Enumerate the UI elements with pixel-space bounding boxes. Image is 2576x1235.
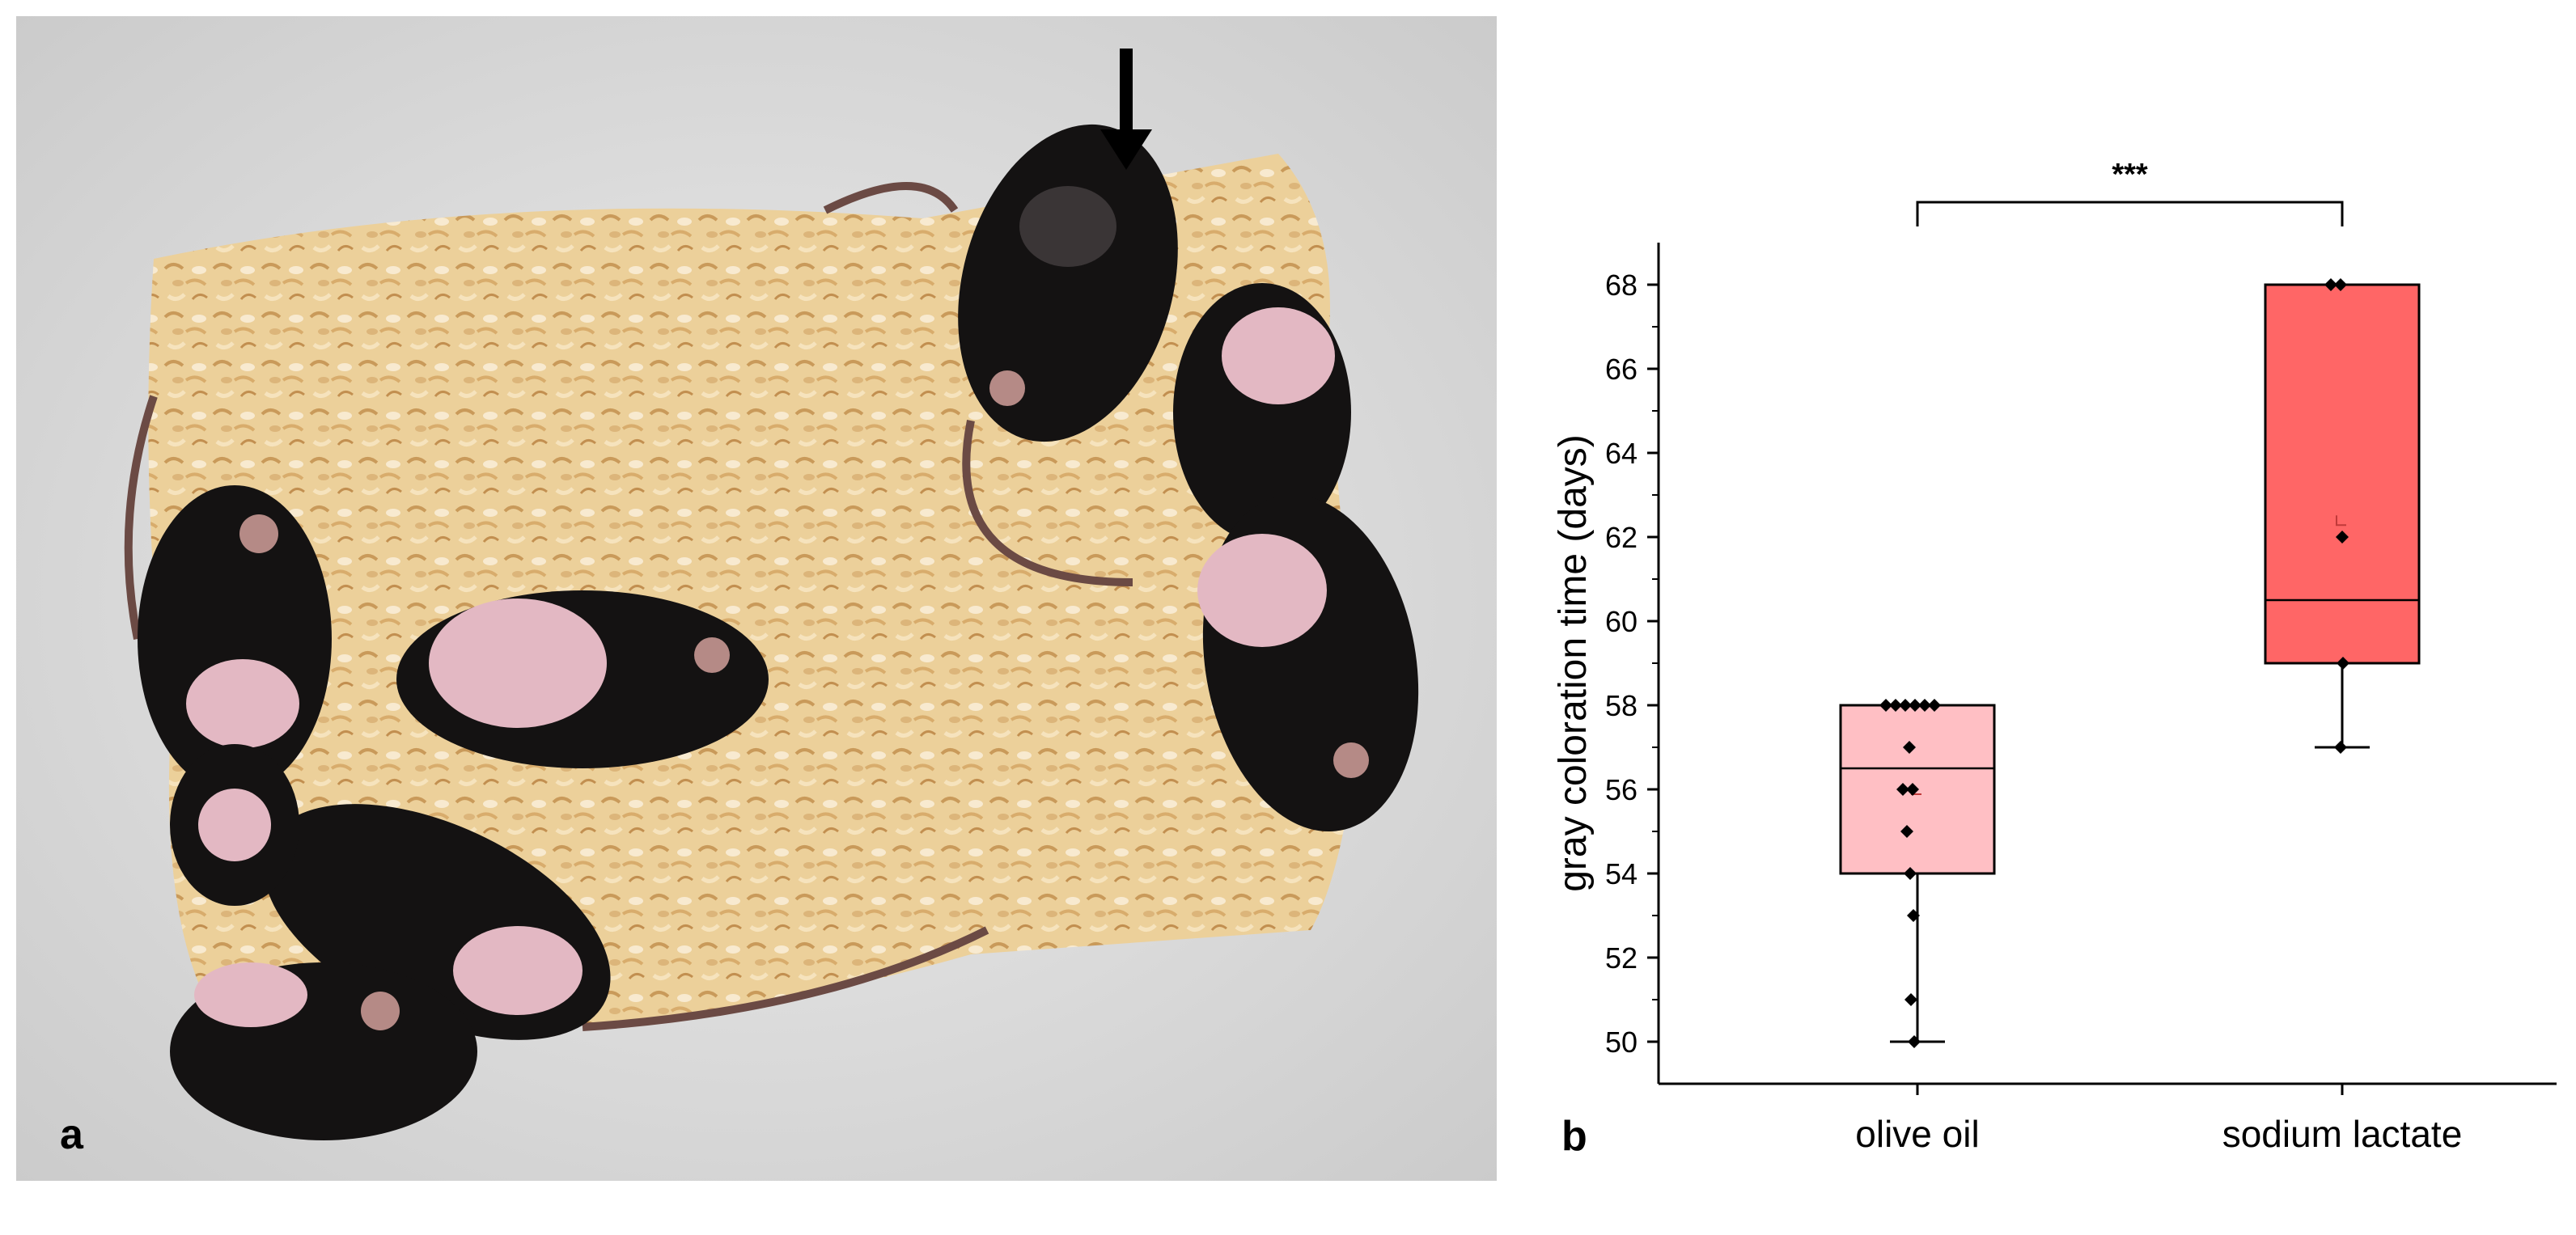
y-tick-label: 58 [1605,689,1638,722]
significance-bracket [1916,201,2344,226]
mouse [962,420,1419,832]
data-point [1918,699,1931,712]
y-tick-label: 54 [1605,857,1638,890]
data-point [1909,699,1921,712]
mouse [1173,283,1351,542]
chart-points [1879,278,2349,1048]
box-1 [2264,283,2421,665]
y-tick-label: 66 [1605,353,1638,386]
chart-boxes [1839,283,2421,1043]
data-point [2334,741,2347,754]
y-tick-label: 50 [1605,1026,1638,1059]
y-tick-label: 60 [1605,605,1638,638]
y-tick-label: 62 [1605,521,1638,554]
x-category-label: olive oil [1855,1113,1979,1155]
chart-axes: 50 52 54 56 58 60 62 64 66 68 olive oil sodium lact… [1552,243,2557,1155]
mouse-group [124,124,1419,1140]
data-point [1899,699,1912,712]
data-point [1928,699,1941,712]
data-point [2324,278,2337,291]
mouse [823,124,1178,442]
data-point [2336,531,2349,543]
chart-annotations: *** [1916,158,2344,226]
data-point [1900,825,1913,838]
data-point [2337,657,2349,670]
y-axis-title: gray coloration time (days) [1552,434,1595,892]
y-tick-label: 64 [1605,437,1638,470]
mouse [170,744,299,906]
data-point [1904,867,1917,880]
y-tick-label: 56 [1605,773,1638,806]
data-point [1896,783,1909,796]
data-point [1906,783,1919,796]
box-plot-panel: 50 52 54 56 58 60 62 64 66 68 olive oil sodium lact… [1552,158,2557,1160]
mouse [124,395,332,793]
panel-b-letter: b [1561,1113,1587,1160]
data-point [1903,741,1916,754]
data-point [1879,699,1892,712]
mean-marker [2336,515,2346,527]
data-point [1908,1035,1921,1048]
mouse [396,590,769,768]
x-category-label: sodium lactate [2222,1113,2463,1155]
data-point [1904,993,1917,1006]
y-tick-label: 68 [1605,269,1638,302]
down-arrow-icon [1100,49,1152,170]
data-point [1907,909,1920,922]
data-point [2334,278,2347,291]
mice-photo-panel: a [16,16,1497,1181]
significance-label: *** [2112,158,2148,192]
y-tick-label: 52 [1605,941,1638,975]
panel-a-letter: a [60,1111,84,1158]
data-point [1889,699,1902,712]
mouse [170,962,477,1140]
